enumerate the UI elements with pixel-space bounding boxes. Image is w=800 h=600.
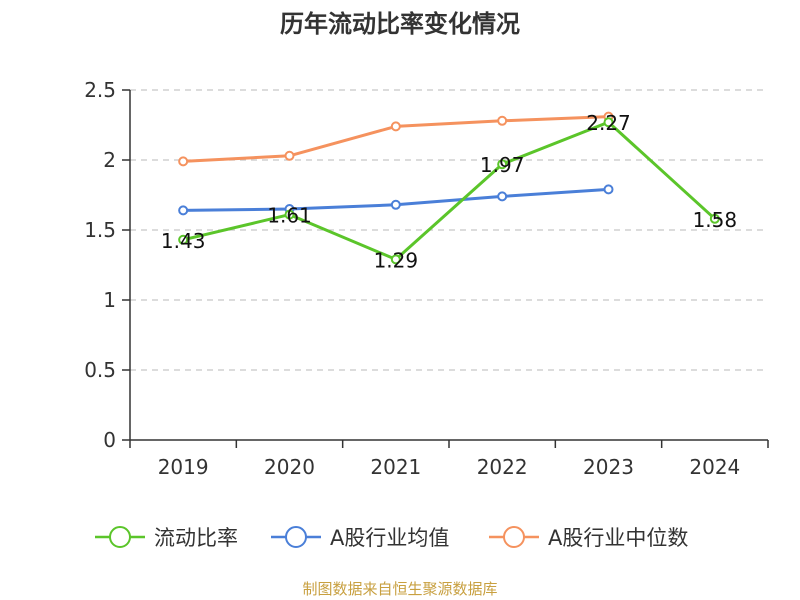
chart-title: 历年流动比率变化情况: [280, 10, 520, 38]
data-label: 1.58: [693, 208, 738, 232]
x-tick-label: 2022: [477, 455, 528, 479]
data-source-note: 制图数据来自恒生聚源数据库: [302, 580, 498, 598]
series-line-0: [182, 120, 716, 261]
data-label: 2.27: [586, 111, 631, 135]
data-point: [709, 213, 720, 224]
y-tick-label: 2: [103, 148, 116, 172]
x-tick-label: 2021: [370, 455, 421, 479]
legend-label: A股行业中位数: [548, 526, 688, 550]
data-label: 1.43: [161, 229, 206, 253]
data-point: [603, 184, 614, 195]
legend-marker: [285, 526, 307, 548]
data-label: 1.97: [480, 153, 525, 177]
y-tick-label: 2.5: [84, 78, 116, 102]
data-label: 1.29: [374, 248, 419, 272]
data-point: [178, 156, 189, 167]
data-point: [284, 150, 295, 161]
data-point: [497, 191, 508, 202]
y-tick-label: 1: [103, 288, 116, 312]
y-tick-label: 0: [103, 428, 116, 452]
data-point: [390, 254, 401, 265]
data-point: [284, 209, 295, 220]
data-point: [178, 205, 189, 216]
legend-marker: [503, 526, 525, 548]
x-tick-label: 2023: [583, 455, 634, 479]
x-tick-label: 2020: [264, 455, 315, 479]
x-tick-label: 2019: [158, 455, 209, 479]
data-point: [497, 159, 508, 170]
legend-label: 流动比率: [154, 526, 238, 550]
data-point: [497, 115, 508, 126]
data-point: [178, 234, 189, 245]
data-point: [390, 199, 401, 210]
legend-marker: [109, 526, 131, 548]
legend-label: A股行业均值: [330, 526, 449, 550]
y-tick-label: 0.5: [84, 358, 116, 382]
data-point: [390, 121, 401, 132]
data-point: [603, 117, 614, 128]
y-tick-label: 1.5: [84, 218, 116, 242]
x-tick-label: 2024: [689, 455, 740, 479]
data-label: 1.61: [267, 204, 312, 228]
